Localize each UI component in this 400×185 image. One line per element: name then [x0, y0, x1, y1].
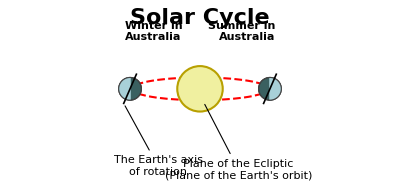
Circle shape: [258, 78, 281, 100]
Text: Summer in
Australia: Summer in Australia: [208, 21, 275, 42]
Polygon shape: [119, 78, 130, 100]
Text: Plane of the Ecliptic
(Plane of the Earth's orbit): Plane of the Ecliptic (Plane of the Eart…: [165, 104, 312, 180]
Circle shape: [177, 66, 223, 112]
Circle shape: [119, 78, 142, 100]
Circle shape: [258, 78, 281, 100]
Circle shape: [119, 78, 142, 100]
Text: The Earth's axis
of rotation: The Earth's axis of rotation: [114, 106, 202, 177]
Polygon shape: [270, 78, 281, 100]
Text: Solar Cycle: Solar Cycle: [130, 8, 270, 28]
Text: Winter in
Australia: Winter in Australia: [125, 21, 182, 42]
